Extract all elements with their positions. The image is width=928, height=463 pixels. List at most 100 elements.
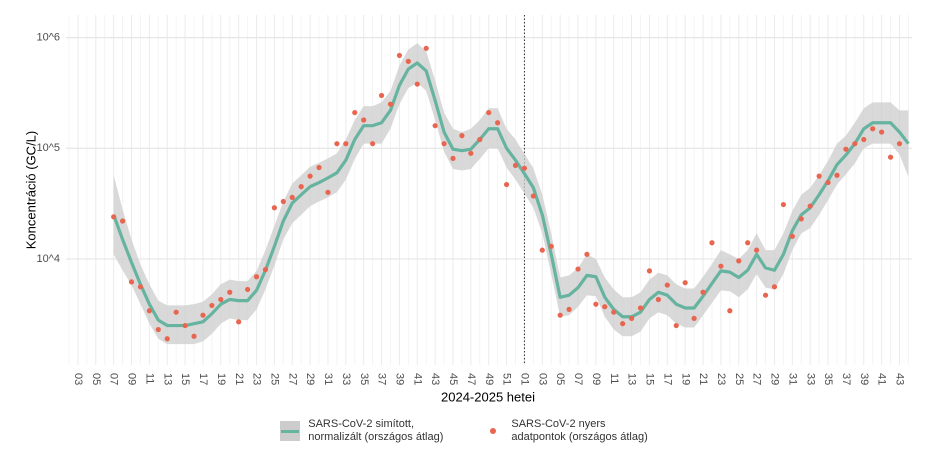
data-point <box>789 233 795 239</box>
x-tick-label: 29 <box>769 373 781 385</box>
x-tick-label: 23 <box>715 373 727 385</box>
y-axis-label: Koncentráció (GC/L) <box>23 131 38 250</box>
x-tick-label: 17 <box>197 373 209 385</box>
x-tick-label: 35 <box>358 373 370 385</box>
data-point <box>664 282 670 288</box>
legend-item: SARS-CoV-2 simított, normalizált (ország… <box>280 418 443 444</box>
data-point <box>807 203 813 209</box>
data-point <box>361 117 367 123</box>
data-point <box>245 286 251 293</box>
data-point <box>896 141 903 147</box>
legend-label: SARS-CoV-2 nyers adatpontok (országos át… <box>511 418 648 443</box>
data-point <box>495 120 501 126</box>
data-point <box>503 181 510 188</box>
data-point <box>334 141 340 147</box>
data-point <box>682 280 688 286</box>
data-point <box>843 146 849 152</box>
data-point <box>289 194 295 200</box>
x-tick-label: 37 <box>376 373 388 385</box>
x-tick-label: 49 <box>483 373 495 385</box>
data-point <box>236 319 242 325</box>
legend-key <box>483 421 503 441</box>
data-point <box>575 266 581 272</box>
legend-key <box>280 421 301 441</box>
x-tick-label: 05 <box>554 373 566 385</box>
x-tick-label: 11 <box>143 373 155 384</box>
x-tick-label: 07 <box>108 373 120 385</box>
data-point <box>602 304 608 310</box>
x-tick-label: 31 <box>322 373 334 385</box>
data-point <box>816 173 822 179</box>
x-tick-label: 43 <box>894 373 906 385</box>
x-tick-label: 15 <box>179 373 191 385</box>
x-tick-label: 17 <box>661 373 673 385</box>
data-point <box>343 141 349 147</box>
data-point <box>155 326 161 333</box>
x-tick-label: 15 <box>644 373 656 385</box>
data-point <box>870 126 876 132</box>
data-point <box>227 289 233 295</box>
x-tick-label: 25 <box>268 373 280 385</box>
data-point <box>798 216 804 222</box>
data-point <box>200 312 206 318</box>
x-tick-label: 09 <box>126 373 138 385</box>
legend-dot <box>490 428 497 434</box>
data-point <box>370 141 376 147</box>
data-point <box>825 179 831 186</box>
x-tick-label: 03 <box>72 373 84 385</box>
y-tick-label: 10^5 <box>36 142 60 154</box>
data-point <box>111 214 117 220</box>
data-point <box>584 251 590 257</box>
data-point <box>611 309 617 315</box>
x-tick-label: 43 <box>429 373 441 385</box>
data-point <box>298 184 304 190</box>
data-point <box>405 58 411 64</box>
x-tick-label: 33 <box>804 373 816 385</box>
x-tick-label: 41 <box>876 373 888 385</box>
data-point <box>691 315 697 322</box>
data-point <box>352 109 358 116</box>
x-tick-label: 25 <box>733 373 745 385</box>
data-point <box>593 301 599 307</box>
x-tick-label: 51 <box>501 373 513 385</box>
x-tick-label: 19 <box>679 373 691 385</box>
data-point <box>468 150 474 156</box>
y-tick-label: 10^4 <box>36 253 60 265</box>
x-tick-label: 21 <box>697 373 709 385</box>
data-point <box>137 284 144 290</box>
data-point <box>307 173 313 179</box>
data-point <box>262 267 269 273</box>
data-point <box>530 193 536 199</box>
data-point <box>396 52 403 59</box>
x-tick-label: 11 <box>608 373 620 384</box>
x-axis-label: 2024-2025 hetei <box>441 389 535 404</box>
data-point <box>378 92 385 99</box>
data-point <box>879 129 885 135</box>
data-point <box>655 296 661 303</box>
data-point <box>146 308 152 314</box>
x-tick-label: 05 <box>90 373 102 385</box>
data-point <box>628 315 635 322</box>
data-point <box>709 240 715 246</box>
data-point <box>432 123 438 129</box>
data-point <box>557 312 563 318</box>
data-point <box>477 136 483 143</box>
x-tick-label: 35 <box>822 373 834 385</box>
legend-item: SARS-CoV-2 nyers adatpontok (országos át… <box>483 418 648 444</box>
data-point <box>164 336 170 342</box>
data-point <box>209 302 215 309</box>
data-point <box>736 258 742 264</box>
data-point <box>387 101 394 107</box>
data-point <box>423 45 429 51</box>
data-point <box>754 247 760 253</box>
data-point <box>280 198 286 205</box>
data-point <box>762 292 769 298</box>
x-tick-label: 27 <box>751 373 763 385</box>
legend-line <box>281 429 300 433</box>
smoothed-line <box>112 61 910 328</box>
x-tick-label: 23 <box>251 373 263 385</box>
x-tick-label: 31 <box>786 373 798 385</box>
data-point <box>852 141 858 147</box>
data-point <box>780 201 787 208</box>
x-tick-label: 13 <box>626 373 638 385</box>
